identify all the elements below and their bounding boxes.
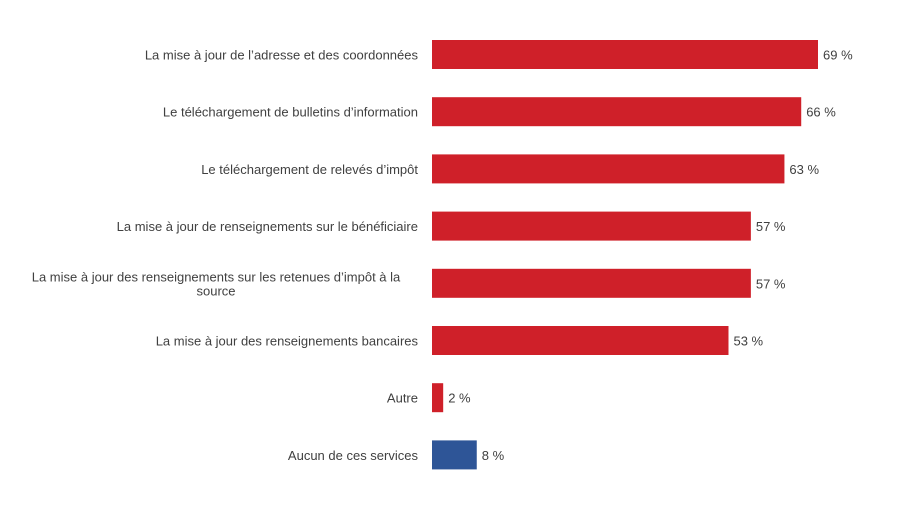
- category-label-5: La mise à jour des renseignements sur le…: [32, 269, 401, 298]
- category-label-1: La mise à jour de l’adresse et des coord…: [145, 48, 419, 63]
- category-label-2: Le téléchargement de bulletins d’informa…: [163, 105, 418, 120]
- category-label-line: source: [196, 283, 235, 298]
- bar-8: [432, 440, 477, 470]
- data-label-7: 2 %: [448, 391, 471, 406]
- data-label-2: 66 %: [806, 105, 836, 120]
- bar-4: [432, 211, 751, 241]
- category-label-7: Autre: [387, 391, 418, 406]
- bar-7: [432, 383, 444, 413]
- data-label-3: 63 %: [789, 162, 819, 177]
- bar-3: [432, 154, 785, 184]
- category-label-3: Le téléchargement de relevés d’impôt: [201, 162, 418, 177]
- data-label-5: 57 %: [756, 276, 786, 291]
- bar-2: [432, 97, 802, 127]
- data-label-8: 8 %: [482, 448, 505, 463]
- data-label-4: 57 %: [756, 219, 786, 234]
- data-label-6: 53 %: [733, 334, 763, 349]
- category-label-6: La mise à jour des renseignements bancai…: [156, 334, 419, 349]
- data-label-1: 69 %: [823, 48, 853, 63]
- bar-1: [432, 40, 818, 69]
- category-label-4: La mise à jour de renseignements sur le …: [117, 219, 418, 234]
- bar-5: [432, 268, 751, 298]
- bar-6: [432, 326, 729, 355]
- category-label-line: La mise à jour des renseignements sur le…: [32, 269, 401, 284]
- category-label-8: Aucun de ces services: [288, 448, 419, 463]
